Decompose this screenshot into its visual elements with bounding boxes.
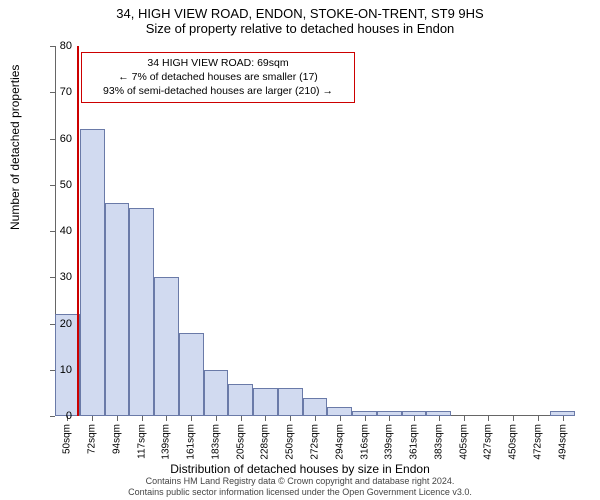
x-tick-label: 316sqm [359, 424, 370, 460]
footer-attribution: Contains HM Land Registry data © Crown c… [0, 476, 600, 499]
x-tick [439, 416, 440, 421]
title-address: 34, HIGH VIEW ROAD, ENDON, STOKE-ON-TREN… [0, 0, 600, 21]
y-tick-label: 20 [42, 318, 72, 330]
x-tick [414, 416, 415, 421]
x-tick [464, 416, 465, 421]
x-tick-label: 450sqm [508, 424, 519, 460]
histogram-bar [327, 407, 352, 416]
y-tick-label: 0 [42, 410, 72, 422]
x-tick-label: 50sqm [62, 424, 73, 454]
x-tick-label: 161sqm [186, 424, 197, 460]
histogram-bar [228, 384, 253, 416]
x-tick [290, 416, 291, 421]
x-tick-label: 183sqm [210, 424, 221, 460]
x-tick-label: 205sqm [235, 424, 246, 460]
y-tick-label: 70 [42, 86, 72, 98]
x-tick [241, 416, 242, 421]
y-tick-label: 60 [42, 133, 72, 145]
title-subtitle: Size of property relative to detached ho… [0, 21, 600, 38]
histogram-bar [253, 388, 278, 416]
x-tick-label: 72sqm [87, 424, 98, 454]
x-tick-label: 361sqm [409, 424, 420, 460]
annotation-box: 34 HIGH VIEW ROAD: 69sqm← 7% of detached… [81, 52, 355, 103]
histogram-bar [129, 208, 154, 416]
annotation-line: 93% of semi-detached houses are larger (… [88, 84, 348, 98]
x-tick [488, 416, 489, 421]
x-tick-label: 339sqm [384, 424, 395, 460]
x-tick [389, 416, 390, 421]
x-tick-label: 494sqm [557, 424, 568, 460]
x-tick [513, 416, 514, 421]
histogram-bar [179, 333, 204, 416]
x-tick-label: 272sqm [310, 424, 321, 460]
histogram-bar [105, 203, 130, 416]
histogram-bar [303, 398, 328, 417]
y-tick-label: 40 [42, 225, 72, 237]
y-axis-label: Number of detached properties [8, 65, 22, 230]
x-tick [538, 416, 539, 421]
x-tick [191, 416, 192, 421]
annotation-line: ← 7% of detached houses are smaller (17) [88, 70, 348, 84]
annotation-line: 34 HIGH VIEW ROAD: 69sqm [88, 56, 348, 70]
histogram-bar [278, 388, 303, 416]
x-tick [340, 416, 341, 421]
x-tick-label: 117sqm [136, 424, 147, 459]
footer-line1: Contains HM Land Registry data © Crown c… [0, 476, 600, 487]
x-tick [117, 416, 118, 421]
x-tick [265, 416, 266, 421]
histogram-bar [204, 370, 229, 416]
histogram-bar [80, 129, 105, 416]
x-axis-label: Distribution of detached houses by size … [0, 462, 600, 476]
histogram-bar [154, 277, 179, 416]
x-tick [166, 416, 167, 421]
x-tick-label: 250sqm [285, 424, 296, 460]
x-tick [563, 416, 564, 421]
x-tick-label: 139sqm [161, 424, 172, 460]
y-tick-label: 80 [42, 40, 72, 52]
x-tick-label: 405sqm [458, 424, 469, 460]
chart-plot-area: 50sqm72sqm94sqm117sqm139sqm161sqm183sqm2… [55, 46, 575, 416]
footer-line2: Contains public sector information licen… [0, 487, 600, 498]
x-tick-label: 427sqm [483, 424, 494, 460]
reference-line [77, 46, 79, 416]
x-tick [142, 416, 143, 421]
x-tick [216, 416, 217, 421]
x-tick [92, 416, 93, 421]
x-tick-label: 472sqm [532, 424, 543, 460]
x-tick-label: 383sqm [433, 424, 444, 460]
x-tick-label: 228sqm [260, 424, 271, 460]
y-tick-label: 50 [42, 179, 72, 191]
y-tick-label: 10 [42, 364, 72, 376]
x-tick-label: 294sqm [334, 424, 345, 460]
x-tick [365, 416, 366, 421]
y-tick-label: 30 [42, 271, 72, 283]
x-tick-label: 94sqm [111, 424, 122, 454]
x-tick [315, 416, 316, 421]
